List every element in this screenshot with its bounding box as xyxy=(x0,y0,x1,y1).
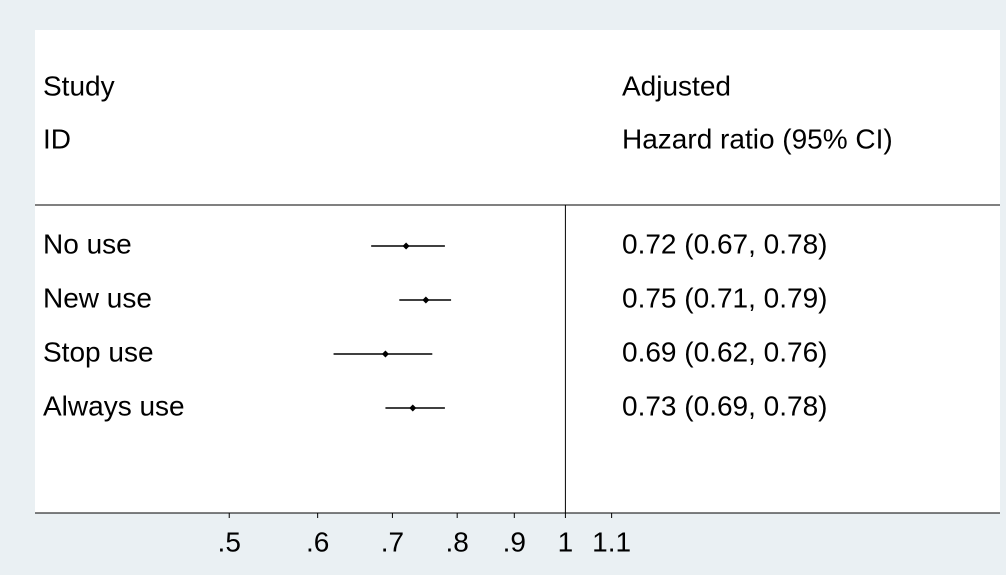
row-label: New use xyxy=(43,282,152,313)
x-tick-label: .9 xyxy=(503,526,526,557)
estimate-label: 0.73 (0.69, 0.78) xyxy=(622,390,827,421)
row-label: No use xyxy=(43,228,132,259)
x-tick-label: .7 xyxy=(381,526,404,557)
estimate-label: 0.72 (0.67, 0.78) xyxy=(622,228,827,259)
plot-panel xyxy=(35,30,1000,513)
x-tick-label: .8 xyxy=(445,526,468,557)
point-estimate xyxy=(402,242,410,250)
right-header: Hazard ratio (95% CI) xyxy=(622,123,893,154)
estimate-label: 0.75 (0.71, 0.79) xyxy=(622,282,827,313)
x-tick-label: 1.1 xyxy=(592,526,631,557)
left-header: Study xyxy=(43,70,115,101)
x-tick-label: .6 xyxy=(306,526,329,557)
x-tick-label: .5 xyxy=(218,526,241,557)
x-tick-label: 1 xyxy=(558,526,574,557)
point-estimate xyxy=(422,296,430,304)
point-estimate xyxy=(409,404,417,412)
left-header: ID xyxy=(43,123,71,154)
estimate-label: 0.69 (0.62, 0.76) xyxy=(622,336,827,367)
row-label: Always use xyxy=(43,390,185,421)
right-header: Adjusted xyxy=(622,70,731,101)
point-estimate xyxy=(381,350,389,358)
row-label: Stop use xyxy=(43,336,154,367)
